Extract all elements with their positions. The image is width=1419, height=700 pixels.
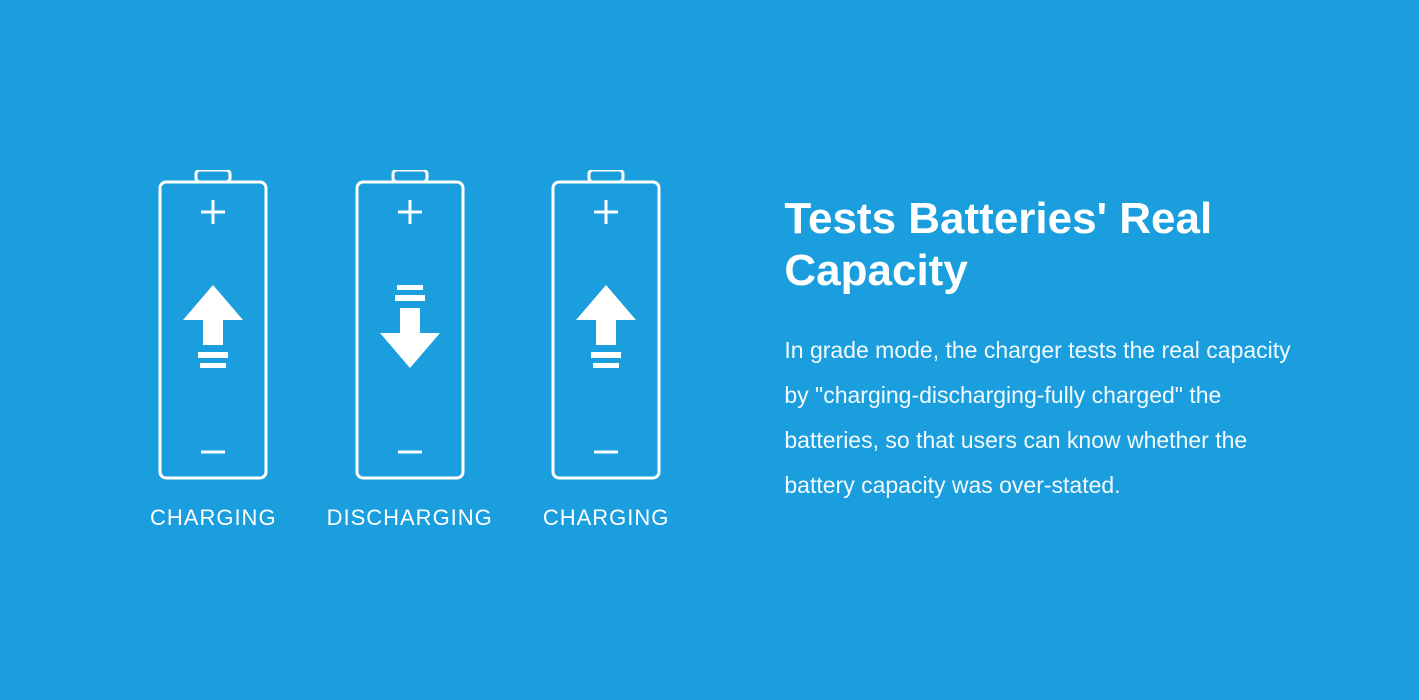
battery-discharging: DISCHARGING: [327, 170, 493, 531]
battery-icon-down: [355, 170, 465, 480]
battery-label: CHARGING: [543, 505, 670, 531]
battery-label: DISCHARGING: [327, 505, 493, 531]
battery-label: CHARGING: [150, 505, 277, 531]
battery-charging-1: CHARGING: [150, 170, 277, 531]
page-title: Tests Batteries' Real Capacity: [784, 193, 1299, 299]
battery-charging-2: CHARGING: [543, 170, 670, 531]
battery-icon-up: [158, 170, 268, 480]
battery-icon-up: [551, 170, 661, 480]
text-section: Tests Batteries' Real Capacity In grade …: [669, 193, 1299, 508]
batteries-section: CHARGING DISCHARGING: [150, 170, 669, 531]
description-text: In grade mode, the charger tests the rea…: [784, 328, 1299, 507]
infographic-container: CHARGING DISCHARGING: [0, 0, 1419, 700]
